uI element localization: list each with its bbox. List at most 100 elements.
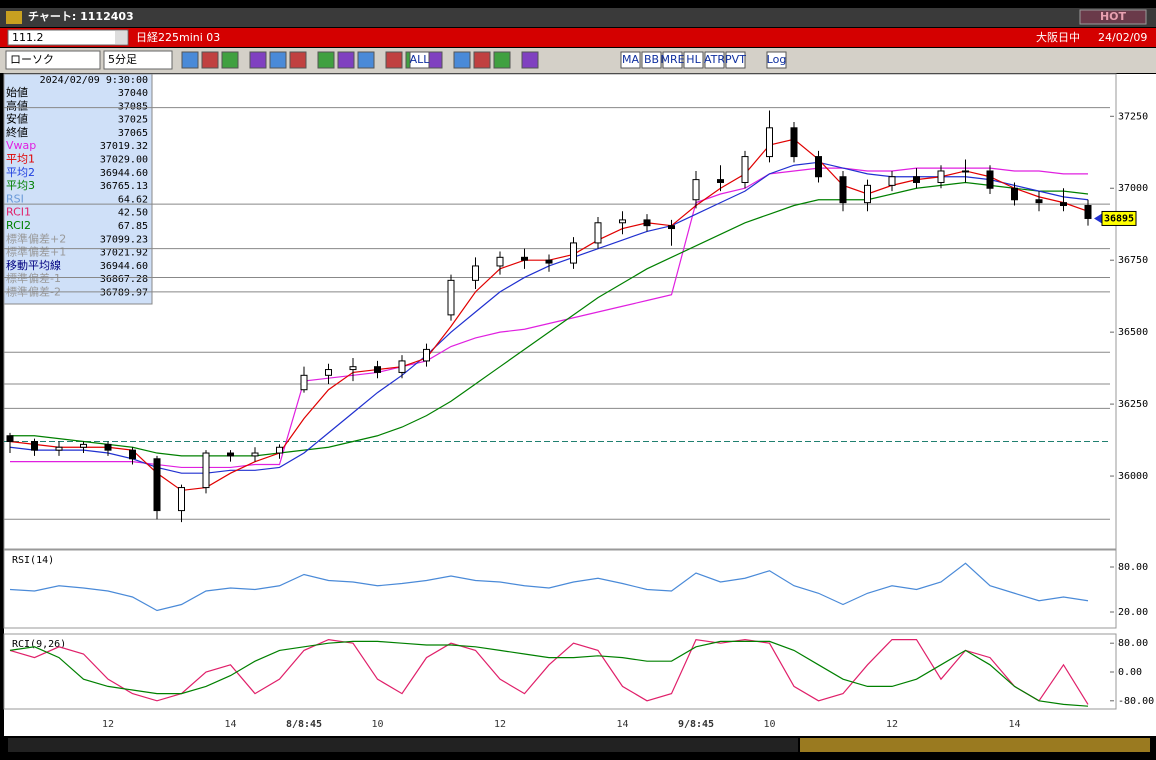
tool-icon[interactable] [453, 51, 471, 69]
candle-body [227, 452, 234, 457]
info-label: 高値 [6, 98, 28, 112]
chart-type[interactable]: ローソク [10, 53, 54, 66]
code-input[interactable] [7, 29, 129, 46]
info-value: 37085 [118, 101, 148, 112]
tool-button-label[interactable]: ALL [410, 53, 431, 66]
hot-label[interactable]: HOT [1100, 10, 1127, 23]
last-price-label: 36895 [1104, 213, 1134, 224]
indicator-line [9, 638, 1089, 705]
tool-button-label[interactable]: MA [622, 53, 639, 66]
tool-icon[interactable] [269, 51, 287, 69]
x-tick-label: 14 [224, 719, 236, 730]
candle-body [472, 265, 479, 281]
tool-button-label[interactable]: PVT [725, 53, 746, 66]
candle-body [496, 256, 504, 267]
candle-body [178, 487, 185, 512]
header-bar [0, 28, 1156, 47]
info-label: 始値 [6, 85, 28, 99]
tool-button-label[interactable]: Log [767, 53, 787, 66]
candle-body [864, 184, 871, 204]
info-value: 64.62 [118, 194, 148, 205]
hot-button[interactable] [1079, 9, 1147, 25]
tool-icon[interactable] [181, 51, 199, 69]
x-tick-label: 10 [371, 719, 383, 730]
app-icon [6, 11, 22, 24]
x-tick-label: 8/8:45 [286, 719, 322, 730]
candle-body [937, 170, 945, 183]
tool-icon[interactable] [337, 51, 355, 69]
candle-body [790, 127, 798, 158]
tool-button[interactable] [641, 51, 662, 69]
dropdown-btn[interactable] [115, 31, 127, 44]
tool-icon[interactable] [473, 51, 491, 69]
info-label: 安値 [6, 112, 28, 126]
info-value: 37040 [118, 88, 148, 99]
tool-icon[interactable] [221, 51, 239, 69]
candle-body [668, 225, 675, 230]
tool-icon[interactable] [317, 51, 335, 69]
scrollbar[interactable] [8, 738, 798, 752]
x-tick-label: 14 [1008, 719, 1020, 730]
candle-body [251, 452, 259, 457]
indicator-line [9, 562, 1089, 612]
tool-icon[interactable] [357, 51, 375, 69]
y-tick-label: 36750 [1118, 255, 1148, 266]
tool-icon[interactable] [201, 51, 219, 69]
candle-body [1084, 205, 1092, 219]
panel-border [3, 73, 1117, 550]
y-tick-label: 36250 [1118, 399, 1148, 410]
info-value: 37065 [118, 128, 148, 139]
candle-body [913, 176, 920, 183]
interval-select[interactable] [103, 50, 173, 70]
tool-button[interactable] [766, 51, 787, 69]
info-label: RCI2 [6, 219, 31, 232]
panel-title: RSI(14) [12, 555, 54, 566]
candle-body [888, 176, 896, 186]
candle-body [741, 156, 749, 183]
tool-icon[interactable] [385, 51, 403, 69]
tool-button[interactable] [409, 51, 430, 69]
y-tick-label: 37250 [1118, 111, 1148, 122]
info-value: 37021.92 [100, 248, 148, 259]
info-value: 42.50 [118, 208, 148, 219]
info-value: 37099.23 [100, 234, 148, 245]
candle-body [619, 219, 626, 224]
tool-button-label[interactable]: BB [644, 53, 659, 66]
candle-body [447, 279, 455, 316]
candle-body [325, 369, 332, 376]
candle-body [374, 366, 381, 373]
x-tick-label: 12 [494, 719, 506, 730]
tool-button[interactable] [725, 51, 746, 69]
ma-line [10, 181, 1089, 457]
chart-type-select[interactable] [5, 50, 101, 70]
info-label: RSI [6, 192, 24, 205]
info-label: Vwap [6, 139, 36, 152]
tool-icon[interactable] [493, 51, 511, 69]
tool-button-label[interactable]: MRE [660, 53, 684, 66]
candle-body [349, 366, 357, 371]
instrument: 日経225mini 03 [136, 31, 220, 44]
tool-button-label[interactable]: ATR [704, 53, 725, 66]
info-label: 標準偏差-1 [6, 271, 61, 285]
tool-icon[interactable] [521, 51, 539, 69]
tool-button[interactable] [683, 51, 704, 69]
scroll-thumb[interactable] [800, 738, 1150, 752]
tool-button-label[interactable]: HL [686, 53, 701, 66]
tool-button[interactable] [704, 51, 725, 69]
x-tick-label: 9/8:45 [678, 719, 714, 730]
tool-button[interactable] [662, 51, 683, 69]
info-value: 67.85 [118, 221, 148, 232]
tool-icon[interactable] [289, 51, 307, 69]
info-label: 移動平均線 [6, 258, 61, 272]
code[interactable]: 111.2 [12, 31, 44, 44]
indicator-line [9, 640, 1089, 707]
price-arrow [1094, 213, 1102, 224]
tool-button[interactable] [620, 51, 641, 69]
candle-body [962, 170, 969, 173]
interval[interactable]: 5分足 [108, 53, 137, 66]
info-label: 平均1 [6, 153, 35, 166]
tool-icon[interactable] [249, 51, 267, 69]
y-tick-label: 36500 [1118, 327, 1148, 338]
candle-body [594, 222, 602, 244]
candle-body [815, 156, 822, 178]
